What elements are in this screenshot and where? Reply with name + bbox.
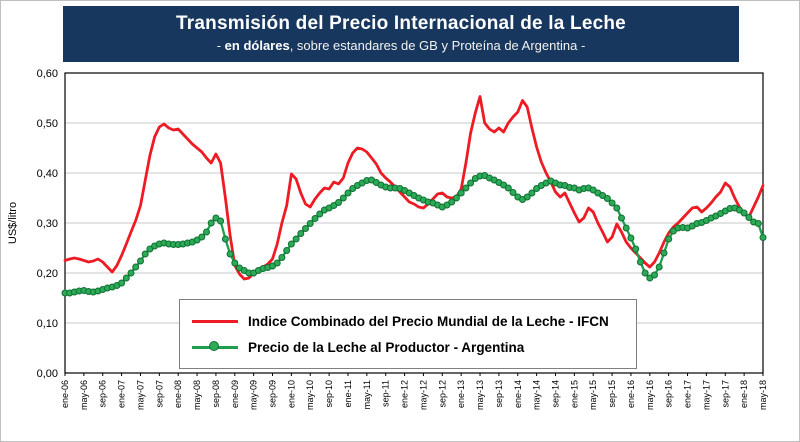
svg-text:sep-07: sep-07: [154, 380, 164, 408]
svg-text:ene-08: ene-08: [173, 380, 183, 408]
subtitle-bold: en dólares: [224, 38, 290, 53]
chart-legend: Indice Combinado del Precio Mundial de l…: [179, 299, 637, 369]
line-chart: 0,00 0,10 0,20 0,30 0,40 0,50 0,60 US$/litro ene…: [7, 68, 768, 410]
svg-text:ene-18: ene-18: [739, 380, 749, 408]
svg-text:US$/litro: US$/litro: [7, 202, 19, 244]
legend-label-argentina: Precio de la Leche al Productor - Argent…: [248, 339, 525, 355]
svg-text:sep-17: sep-17: [720, 380, 730, 408]
svg-text:ene-11: ene-11: [343, 380, 353, 407]
svg-text:sep-11: sep-11: [381, 380, 391, 407]
svg-text:may-08: may-08: [192, 380, 202, 410]
legend-label-ifcn: Indice Combinado del Precio Mundial de l…: [248, 313, 609, 329]
svg-text:sep-15: sep-15: [607, 380, 617, 408]
legend-item-argentina: Precio de la Leche al Productor - Argent…: [192, 334, 624, 360]
svg-text:ene-16: ene-16: [626, 380, 636, 408]
svg-text:may-13: may-13: [475, 380, 485, 410]
argentina-line-sample-icon: [192, 338, 238, 356]
svg-text:may-09: may-09: [249, 380, 259, 410]
svg-text:sep-13: sep-13: [494, 380, 504, 408]
legend-item-ifcn: Indice Combinado del Precio Mundial de l…: [192, 308, 624, 334]
svg-text:sep-14: sep-14: [550, 380, 560, 408]
title-banner: Transmisión del Precio Internacional de …: [63, 6, 739, 62]
svg-text:0,60: 0,60: [37, 68, 58, 80]
svg-text:sep-09: sep-09: [268, 380, 278, 408]
svg-text:ene-09: ene-09: [230, 380, 240, 408]
svg-text:may-10: may-10: [305, 380, 315, 410]
chart-subtitle: - en dólares, sobre estandares de GB y P…: [63, 36, 739, 56]
svg-text:0,40: 0,40: [37, 168, 58, 180]
svg-text:ene-12: ene-12: [400, 380, 410, 408]
svg-text:0,00: 0,00: [37, 368, 58, 380]
svg-text:0,30: 0,30: [37, 218, 58, 230]
svg-text:may-17: may-17: [701, 380, 711, 410]
svg-text:sep-16: sep-16: [664, 380, 674, 408]
chart-title: Transmisión del Precio Internacional de …: [176, 13, 626, 34]
svg-text:ene-13: ene-13: [456, 380, 466, 408]
svg-text:0,10: 0,10: [37, 318, 58, 330]
svg-text:may-07: may-07: [135, 380, 145, 410]
subtitle-rest: , sobre estandares de GB y Proteína de A…: [289, 38, 586, 53]
svg-text:may-11: may-11: [362, 380, 372, 409]
svg-text:may-16: may-16: [645, 380, 655, 410]
svg-text:ene-10: ene-10: [286, 380, 296, 408]
svg-text:may-06: may-06: [79, 380, 89, 410]
svg-text:may-18: may-18: [758, 380, 768, 410]
svg-text:may-15: may-15: [588, 380, 598, 410]
svg-text:ene-15: ene-15: [569, 380, 579, 408]
svg-text:ene-07: ene-07: [117, 380, 127, 408]
svg-text:ene-06: ene-06: [60, 380, 70, 408]
svg-text:may-14: may-14: [532, 380, 542, 410]
svg-text:sep-08: sep-08: [211, 380, 221, 408]
svg-text:sep-12: sep-12: [437, 380, 447, 408]
svg-text:0,50: 0,50: [37, 118, 58, 130]
svg-text:sep-06: sep-06: [98, 380, 108, 408]
subtitle-prefix: -: [216, 38, 225, 53]
svg-text:may-12: may-12: [418, 380, 428, 410]
svg-text:sep-10: sep-10: [324, 380, 334, 408]
svg-text:ene-17: ene-17: [683, 380, 693, 408]
svg-text:0,20: 0,20: [37, 268, 58, 280]
ifcn-line-sample-icon: [192, 312, 238, 330]
svg-text:ene-14: ene-14: [513, 380, 523, 408]
